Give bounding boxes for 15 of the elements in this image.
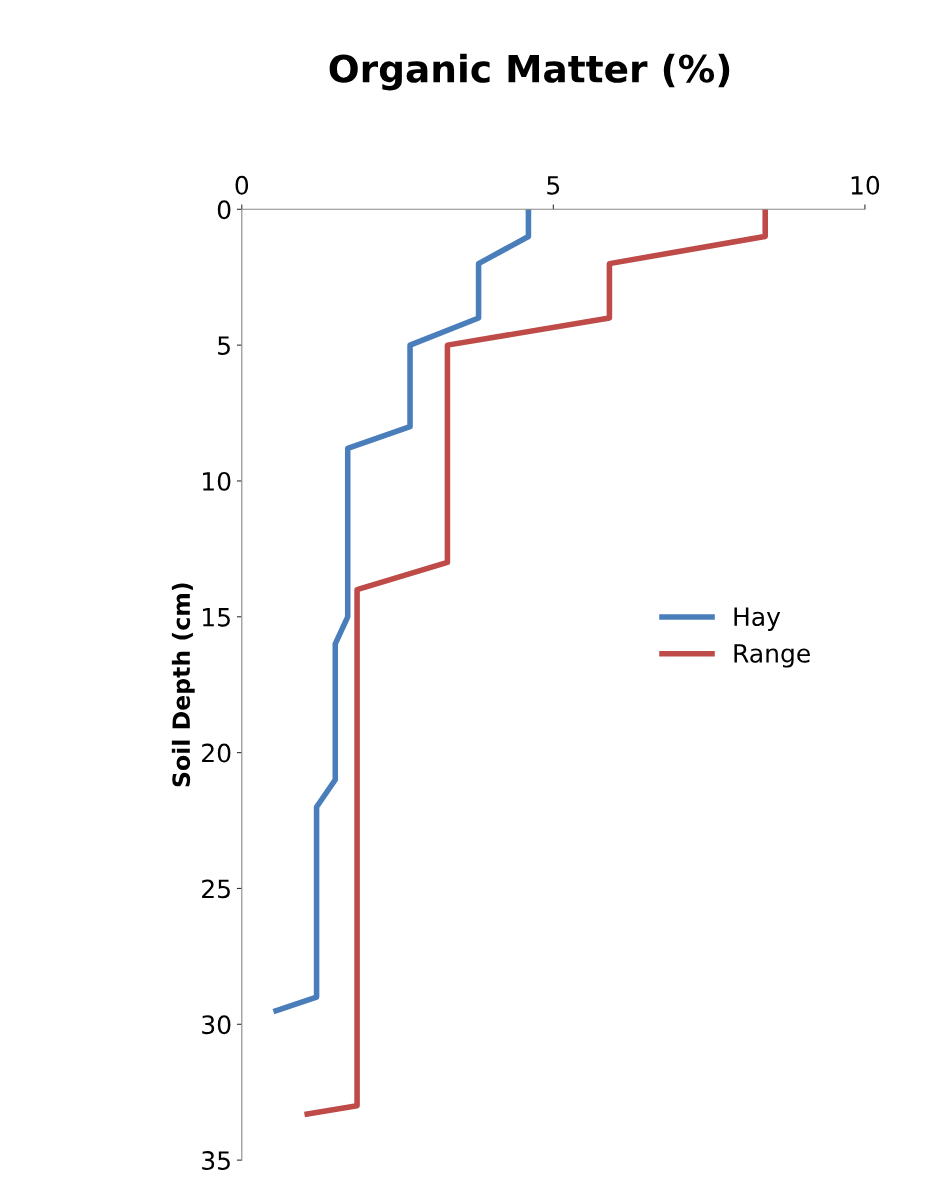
legend-label: Range (734, 644, 810, 668)
y-tick-label: 35 (202, 1151, 230, 1170)
x-tick-label: 5 (547, 176, 560, 195)
y-tick-label: 20 (202, 743, 231, 763)
y-tick-label: 25 (202, 879, 230, 899)
x-tick-label: 0 (235, 175, 249, 195)
y-tick-label: 10 (203, 471, 231, 491)
y-tick-label: 30 (202, 1015, 231, 1035)
y-tick-label: 5 (218, 336, 230, 355)
legend-label: Hay (734, 607, 781, 631)
chart-title: Organic Matter (%) (329, 53, 730, 91)
x-tick-label: 10 (851, 175, 880, 195)
y-axis-title: Soil Depth (cm) (171, 583, 195, 787)
y-tick-label: 15 (203, 608, 230, 627)
y-tick-label: 0 (217, 200, 231, 220)
